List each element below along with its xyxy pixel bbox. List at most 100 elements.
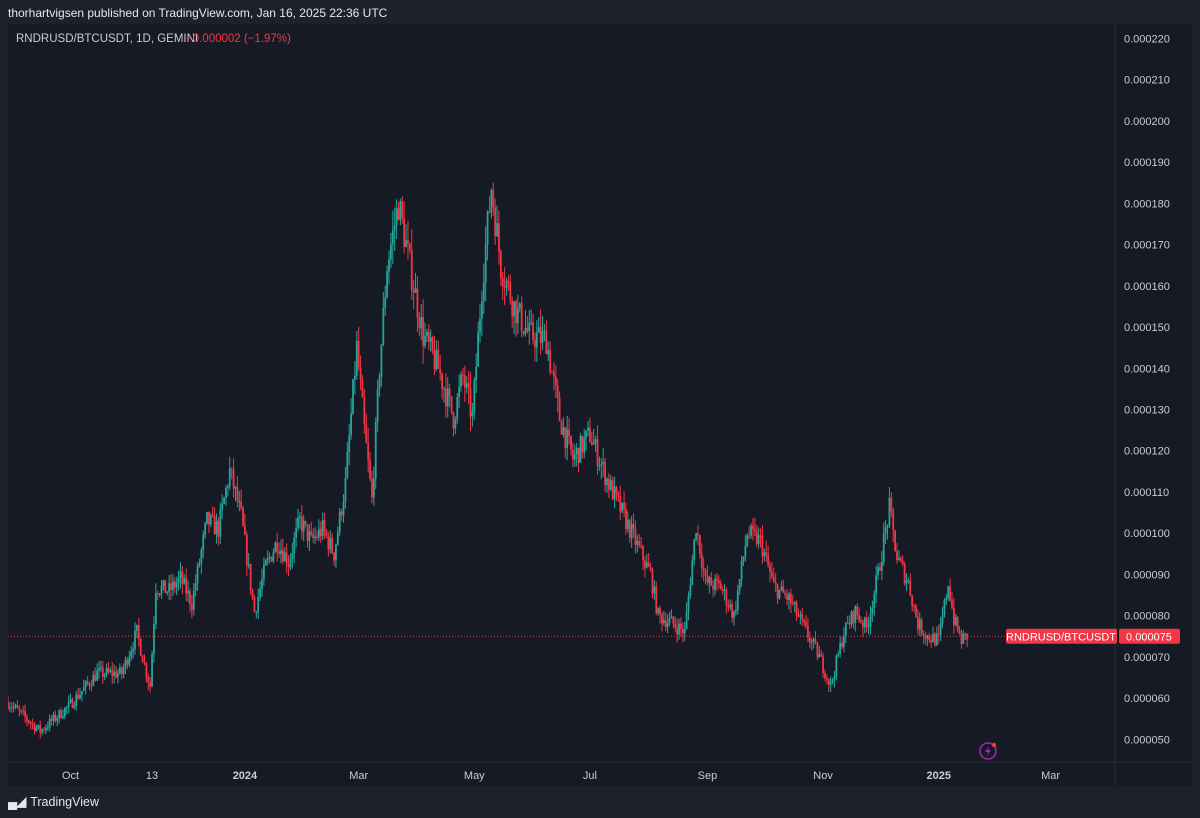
candle-body — [820, 654, 823, 657]
candle-body — [774, 582, 777, 585]
symbol-tag-bg — [1006, 628, 1117, 644]
candle-body — [920, 619, 923, 635]
candle-body — [281, 550, 284, 562]
candle-body — [73, 705, 76, 708]
candle-body — [253, 596, 256, 612]
candle-body — [361, 380, 364, 398]
candle-body — [954, 617, 957, 626]
candle-body — [511, 300, 514, 317]
candle-body — [835, 655, 838, 677]
candle-body — [422, 316, 425, 346]
candle-body — [439, 368, 442, 374]
publisher-attribution: thorhartvigsen published on TradingView.… — [8, 6, 388, 20]
candle-body — [763, 552, 766, 557]
candle-body — [211, 515, 214, 517]
candle-body — [310, 531, 313, 535]
candle-body — [937, 633, 940, 635]
price-tick-label: 0.000200 — [1124, 116, 1170, 128]
candle-body — [666, 622, 669, 628]
candle-body — [245, 534, 248, 566]
candle-body — [329, 538, 332, 550]
candle-body — [353, 375, 356, 380]
candle-body — [526, 327, 529, 332]
lightning-icon[interactable] — [979, 742, 997, 760]
candle-body — [691, 560, 694, 585]
tradingview-logo[interactable]: ▄◢ TradingView — [8, 794, 99, 810]
candle-body — [54, 714, 57, 721]
price-tick-label: 0.000150 — [1124, 322, 1170, 334]
candle-body — [865, 617, 868, 628]
candle-body — [278, 551, 280, 554]
price-tag-value: 0.000075 — [1126, 631, 1172, 643]
candle-body — [46, 727, 49, 729]
candle-body — [590, 441, 593, 445]
price-axis-ticks: 0.000220 0.000210 0.000200 0.000190 0.000180… — [1124, 33, 1170, 746]
candle-body — [240, 501, 243, 508]
candle-body — [384, 297, 387, 308]
time-tick-label: 2024 — [233, 770, 258, 782]
candle-body — [816, 642, 819, 658]
candle-body — [458, 387, 461, 398]
candle-body — [450, 396, 453, 413]
candle-body — [949, 586, 951, 601]
candle-body — [490, 190, 493, 212]
candle-body — [592, 442, 595, 445]
candle-body — [852, 611, 855, 623]
candle-body — [829, 681, 832, 685]
candle-body — [98, 668, 100, 671]
candle-body — [681, 628, 684, 634]
candle-body — [945, 597, 948, 600]
candle-body — [200, 549, 203, 564]
candle-body — [20, 710, 23, 712]
candle-body — [63, 708, 66, 717]
candle-body — [752, 525, 754, 529]
chart-area[interactable]: 0.000220 0.000210 0.000200 0.000190 0.000180… — [7, 24, 1192, 786]
price-tick-label: 0.000170 — [1124, 240, 1170, 252]
candle-body — [355, 340, 358, 376]
candle-body — [160, 585, 163, 594]
candle-body — [454, 419, 457, 429]
candle-body — [807, 626, 809, 638]
candle-body — [39, 724, 42, 733]
candle-body — [607, 478, 610, 490]
candle-body — [183, 578, 186, 584]
candle-body — [913, 605, 915, 607]
candle-body — [678, 623, 680, 635]
candle-body — [181, 571, 184, 584]
candle-body — [153, 624, 155, 655]
candle-body — [473, 380, 476, 413]
candle-body — [952, 607, 955, 626]
candle-body — [164, 580, 167, 594]
candle-body — [60, 710, 62, 718]
candle-body — [731, 604, 733, 618]
price-chart[interactable]: 0.000220 0.000210 0.000200 0.000190 0.000180… — [7, 24, 1192, 786]
candle-body — [403, 217, 406, 248]
candle-body — [530, 322, 533, 324]
candle-body — [962, 634, 965, 644]
candle-body — [619, 496, 622, 512]
candle-body — [640, 545, 643, 547]
candle-body — [858, 614, 861, 621]
candle-body — [759, 535, 762, 537]
candle-body — [280, 550, 282, 554]
candle-body — [7, 702, 9, 709]
candle-body — [412, 290, 415, 293]
candle-body — [463, 375, 466, 388]
candle-body — [788, 593, 790, 600]
candle-body — [172, 581, 174, 590]
candle-body — [424, 335, 426, 346]
candle-body — [943, 599, 946, 615]
candle-body — [467, 383, 470, 389]
candle-body — [154, 593, 157, 625]
candle-body — [283, 552, 286, 562]
candle-body — [742, 556, 745, 561]
candle-body — [695, 533, 697, 540]
price-tick-label: 0.000220 — [1124, 33, 1170, 45]
candle-body — [323, 519, 326, 532]
candle-body — [723, 589, 726, 591]
candle-body — [151, 654, 153, 687]
candle-body — [611, 480, 614, 500]
candle-body — [291, 553, 294, 559]
candle-body — [115, 671, 117, 678]
tradingview-logo-text: TradingView — [30, 795, 100, 809]
